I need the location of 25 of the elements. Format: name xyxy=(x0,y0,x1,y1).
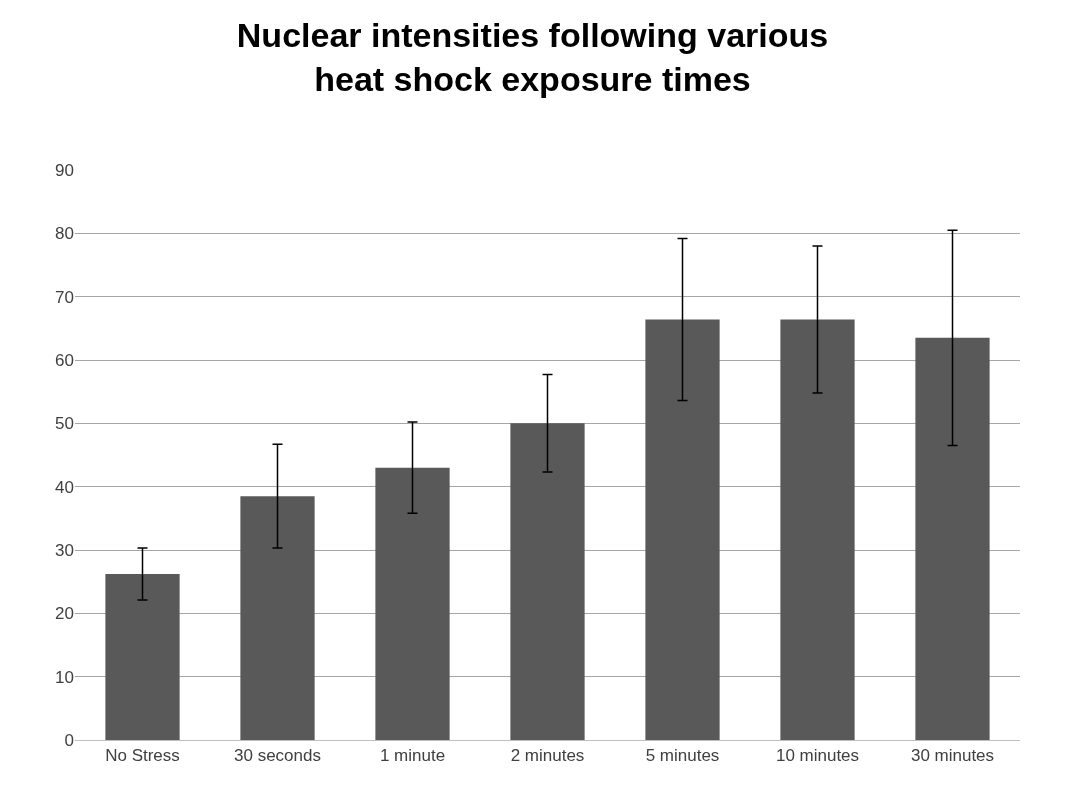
bar xyxy=(510,423,585,740)
y-tick-label: 60 xyxy=(55,350,74,370)
chart-title: Nuclear intensities following various heat shock exposure times xyxy=(236,16,829,99)
y-tick-label: 40 xyxy=(55,477,74,497)
bar xyxy=(375,467,450,740)
bar xyxy=(645,319,720,740)
x-tick-label: 30 seconds xyxy=(234,746,321,766)
x-tick-label: 1 minute xyxy=(379,746,446,766)
x-tick-label: 10 minutes xyxy=(775,746,860,766)
x-tick-label: No Stress xyxy=(105,746,180,766)
y-tick-label: 20 xyxy=(55,604,74,624)
bar xyxy=(780,319,855,740)
bar xyxy=(240,496,315,740)
y-tick-label: 10 xyxy=(55,667,74,687)
x-tick-label: 30 minutes xyxy=(910,746,995,766)
bar xyxy=(105,574,180,740)
y-tick-label: 50 xyxy=(55,414,74,434)
x-tick-label: 2 minutes xyxy=(510,746,585,766)
y-tick-label: 80 xyxy=(55,224,74,244)
x-tick-label: 5 minutes xyxy=(645,746,720,766)
y-tick-label: 90 xyxy=(55,160,74,180)
y-tick-label: 0 xyxy=(64,730,74,750)
bar xyxy=(915,337,990,740)
y-tick-label: 70 xyxy=(55,287,74,307)
y-tick-label: 30 xyxy=(55,540,74,560)
